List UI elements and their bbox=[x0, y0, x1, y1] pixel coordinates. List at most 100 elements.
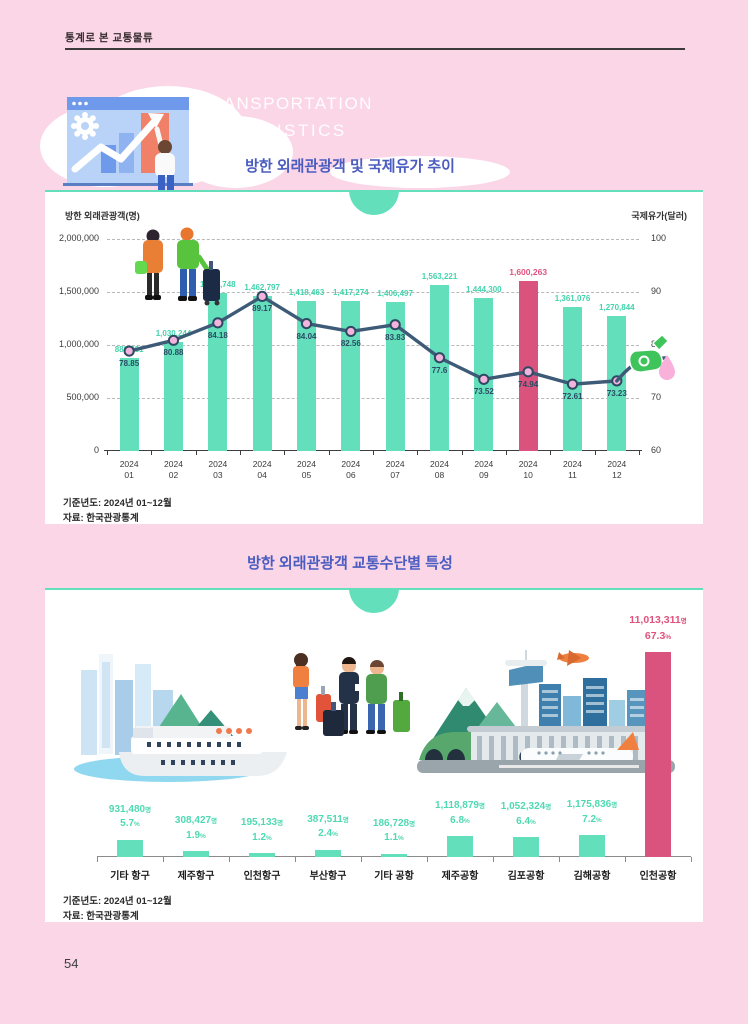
x-axis-label: 2024 02 bbox=[164, 459, 183, 481]
tourist-bar bbox=[164, 341, 183, 451]
page-number: 54 bbox=[64, 956, 79, 971]
brand-line-1: TRANSPORTATION bbox=[198, 94, 373, 113]
tourist-bar-value-label: 1,030,244 bbox=[155, 328, 192, 338]
mode-bar-value-label: 1,175,836명 7.2% bbox=[566, 799, 618, 825]
oil-price-value-label: 83.83 bbox=[385, 332, 406, 342]
mode-bar-value-label: 387,511명 2.4% bbox=[307, 813, 349, 840]
oil-price-value-label: 78.85 bbox=[119, 359, 140, 369]
oil-price-value-label: 84.18 bbox=[207, 330, 228, 340]
oil-drop-icon bbox=[659, 355, 675, 380]
gear-icon bbox=[71, 112, 99, 140]
chart1-footnote-source: 자료: 한국관광통계 bbox=[63, 513, 139, 524]
mode-category-label: 인천항구 bbox=[243, 871, 281, 882]
mode-category-label: 부산항구 bbox=[309, 871, 347, 882]
axis-tick bbox=[625, 857, 626, 862]
axis-tick bbox=[163, 857, 164, 862]
y-axis-tick-label: 1,500,000 bbox=[58, 286, 99, 296]
handbag bbox=[135, 261, 147, 274]
axis-tick bbox=[97, 857, 98, 862]
tourist-bar-value-label: 1,563,221 bbox=[421, 272, 458, 282]
mode-bar bbox=[447, 836, 473, 857]
tourist-bar-value-label: 1,444,300 bbox=[466, 284, 502, 294]
x-axis-label: 2024 01 bbox=[119, 459, 139, 481]
chart2-footnote-basis: 기준년도: 2024년 01~12월 bbox=[63, 896, 172, 907]
mode-bar bbox=[315, 849, 341, 857]
axis-tick bbox=[427, 857, 428, 862]
axis-tick bbox=[639, 451, 640, 455]
right-axis-tick-label: 100 bbox=[651, 233, 667, 243]
trend-arrow bbox=[71, 119, 157, 173]
small-plane-icon bbox=[557, 650, 589, 666]
header-rule bbox=[65, 48, 685, 50]
control-tower bbox=[505, 650, 547, 736]
axis-tick bbox=[506, 451, 507, 455]
mode-bar-value-label: 1,052,324명 6.4% bbox=[500, 801, 552, 827]
tourist-bar bbox=[119, 357, 139, 451]
y-axis-tick-label: 1,000,000 bbox=[58, 339, 99, 349]
oil-price-value-label: 73.23 bbox=[606, 388, 627, 398]
mode-category-label: 기타 항구 bbox=[110, 871, 150, 882]
oil-price-value-label: 80.88 bbox=[163, 348, 184, 358]
mode-bar-value-label: 308,427명 1.9% bbox=[174, 815, 218, 841]
mode-category-label: 인천공항 bbox=[639, 871, 677, 882]
fuel-nozzle-icon bbox=[628, 334, 669, 373]
mode-bar-value-label: 931,480명 5.7% bbox=[108, 803, 152, 830]
chart1-plot: 2,000,000 1,500,000 1,000,000 500,000 0 100 90… bbox=[59, 227, 675, 480]
tourist-bar bbox=[252, 295, 272, 451]
x-axis-label: 2024 09 bbox=[474, 459, 494, 481]
tourist-bar-value-label: 1,418,463 bbox=[288, 287, 325, 297]
transport-illustration bbox=[74, 650, 675, 782]
city-port-illustration bbox=[74, 654, 287, 782]
green-suitcase bbox=[393, 700, 410, 732]
axis-tick bbox=[361, 857, 362, 862]
axis-tick bbox=[328, 451, 330, 455]
oil-price-line bbox=[123, 290, 623, 390]
chart1-title: 방한 외래관광객 및 국제유가 추이 bbox=[245, 158, 455, 175]
panel-notch bbox=[349, 588, 399, 613]
chart1-footnote-basis: 기준년도: 2024년 01~12월 bbox=[63, 498, 172, 509]
oil-price-value-label: 74.94 bbox=[518, 379, 539, 389]
mode-category-label: 김포공항 bbox=[507, 871, 545, 882]
x-axis-label: 2024 10 bbox=[518, 459, 538, 481]
suitcase bbox=[203, 269, 220, 301]
chart1-panel: 방한 외래관광객(명) 국제유가(달러) bbox=[45, 190, 703, 524]
traveler-woman bbox=[135, 229, 163, 300]
x-axis-label: 2024 12 bbox=[607, 459, 627, 481]
tourist-bar bbox=[518, 281, 538, 451]
mode-category-label: 제주항구 bbox=[177, 871, 215, 882]
axis-tick bbox=[284, 451, 286, 455]
chart1-left-axis-title: 방한 외래관광객(명) bbox=[65, 211, 140, 221]
oil-price-value-label: 73.52 bbox=[473, 387, 494, 397]
panel-notch bbox=[349, 190, 399, 215]
x-axis-label: 2024 08 bbox=[430, 459, 449, 481]
mode-bar bbox=[249, 853, 275, 857]
travel-group-illustration bbox=[293, 653, 410, 736]
y-axis-tick-label: 2,000,000 bbox=[58, 233, 99, 243]
mode-bar bbox=[183, 851, 209, 857]
doc-header: 통계로 본 교통물류 bbox=[65, 32, 154, 44]
travelers-illustration bbox=[135, 227, 220, 306]
x-axis-label: 2024 11 bbox=[563, 459, 582, 481]
axis-tick bbox=[594, 451, 596, 455]
mode-bar bbox=[645, 651, 671, 857]
chart1-right-axis-title: 국제유가(달러) bbox=[631, 211, 687, 221]
axis-tick bbox=[550, 451, 552, 455]
x-axis-label: 2024 07 bbox=[385, 459, 405, 481]
tourist-bar bbox=[208, 292, 228, 451]
x-axis-line bbox=[104, 450, 642, 451]
tourist-bar-value-label: 1,417,274 bbox=[333, 287, 369, 297]
chart2-title: 방한 외래관광객 교통수단별 특성 bbox=[247, 555, 453, 572]
tourist-bar-value-label: 1,361,076 bbox=[554, 293, 591, 303]
cloud-shape bbox=[178, 116, 293, 188]
gridline bbox=[107, 345, 639, 346]
oil-price-value-label: 84.04 bbox=[296, 331, 317, 341]
chart2-panel: 931,480명 5.7% 기타 항구 308,427명 1.9% 제주항구 195,133… bbox=[45, 588, 703, 922]
x-axis-label: 2024 06 bbox=[341, 459, 361, 481]
mode-bar bbox=[579, 835, 605, 857]
black-luggage bbox=[323, 710, 344, 736]
oil-end-decoration bbox=[615, 334, 675, 383]
gridline bbox=[107, 239, 639, 240]
mode-bar-value-label: 1,118,879명 6.8% bbox=[435, 800, 485, 826]
mode-bar bbox=[513, 837, 539, 857]
mode-bar-value-label: 186,728명 1.1% bbox=[372, 817, 416, 844]
